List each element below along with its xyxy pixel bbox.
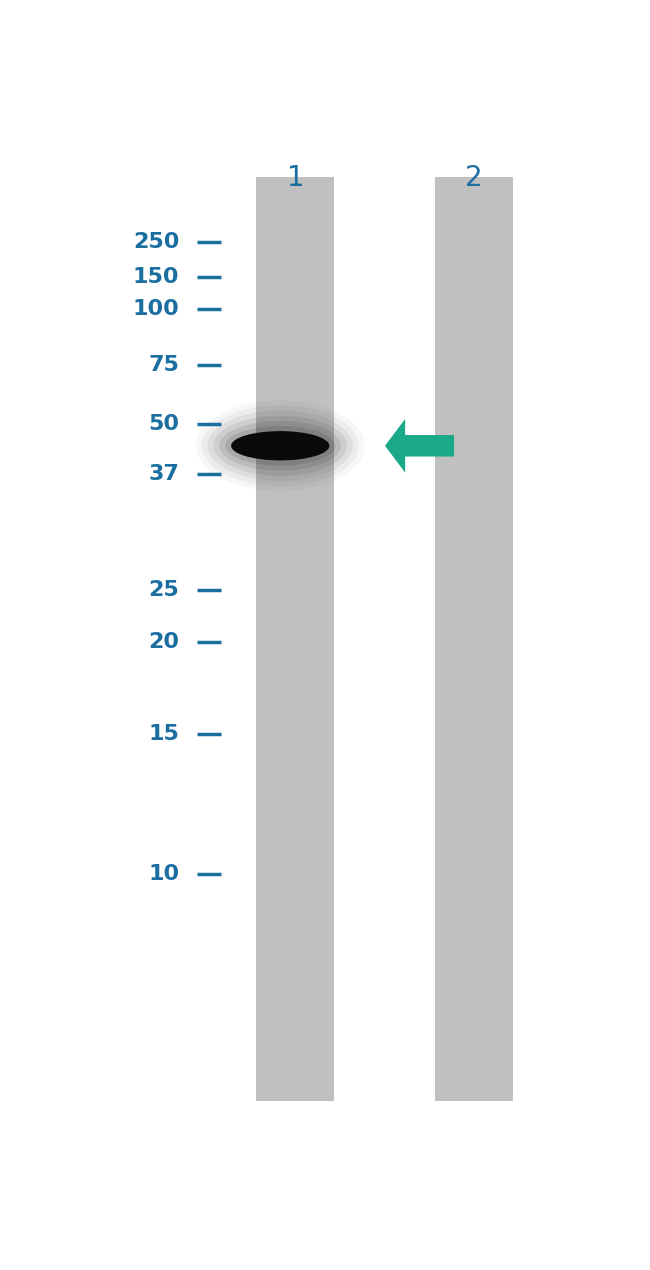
Text: 50: 50 — [148, 414, 179, 434]
Text: 15: 15 — [149, 724, 179, 744]
Ellipse shape — [213, 415, 347, 476]
Ellipse shape — [225, 425, 335, 466]
Text: 37: 37 — [149, 464, 179, 484]
Text: 250: 250 — [133, 232, 179, 253]
Text: 10: 10 — [148, 864, 179, 884]
Text: 75: 75 — [149, 354, 179, 375]
Ellipse shape — [231, 431, 330, 461]
Ellipse shape — [219, 420, 341, 471]
Text: 1: 1 — [287, 164, 304, 192]
Ellipse shape — [207, 410, 353, 481]
Text: 2: 2 — [465, 164, 483, 192]
Text: 100: 100 — [133, 298, 179, 319]
Text: 20: 20 — [148, 632, 179, 653]
Text: 150: 150 — [133, 267, 179, 287]
Bar — [435, 177, 514, 1101]
Text: 25: 25 — [149, 579, 179, 599]
FancyArrow shape — [385, 419, 454, 472]
Bar — [256, 177, 334, 1101]
